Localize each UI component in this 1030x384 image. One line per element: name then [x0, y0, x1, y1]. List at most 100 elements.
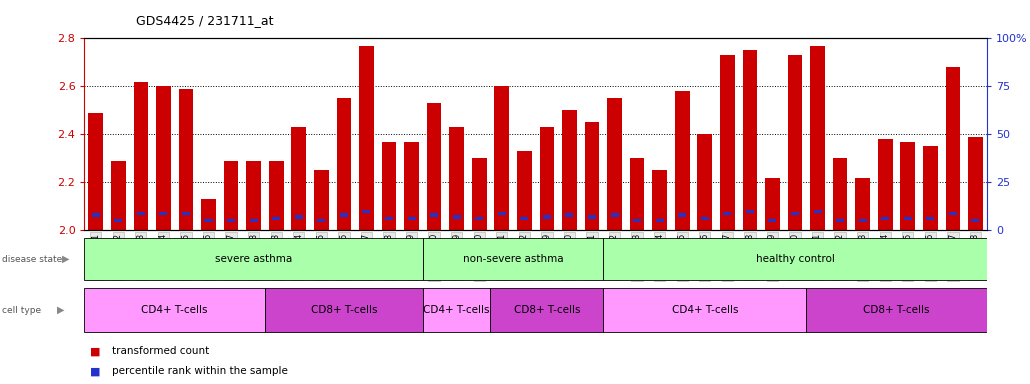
Bar [540, 127, 554, 230]
Bar [814, 210, 822, 213]
Text: CD4+ T-cells: CD4+ T-cells [672, 305, 739, 315]
FancyBboxPatch shape [84, 288, 265, 332]
Bar [811, 46, 825, 230]
Bar [224, 161, 238, 230]
Bar [588, 215, 596, 218]
Text: CD8+ T-cells: CD8+ T-cells [311, 305, 377, 315]
Bar [160, 212, 168, 215]
Text: percentile rank within the sample: percentile rank within the sample [112, 366, 288, 376]
Bar [426, 103, 442, 230]
Bar [968, 137, 983, 230]
Bar [363, 210, 371, 213]
Text: healthy control: healthy control [756, 254, 834, 264]
FancyBboxPatch shape [490, 288, 604, 332]
Bar [768, 219, 777, 222]
Text: CD4+ T-cells: CD4+ T-cells [141, 305, 208, 315]
Bar [859, 219, 866, 222]
Bar [611, 214, 619, 217]
Bar [314, 170, 329, 230]
Bar [882, 217, 889, 220]
Bar [227, 219, 235, 222]
Text: severe asthma: severe asthma [215, 254, 293, 264]
Text: ■: ■ [90, 366, 100, 376]
Text: ■: ■ [90, 346, 100, 356]
Bar [408, 217, 415, 220]
Bar [788, 55, 802, 230]
Bar [246, 161, 261, 230]
Bar [833, 159, 848, 230]
Bar [431, 214, 438, 217]
FancyBboxPatch shape [84, 238, 423, 280]
Bar [656, 219, 663, 222]
Bar [182, 212, 190, 215]
Bar [836, 219, 845, 222]
Text: disease state: disease state [2, 255, 62, 264]
Bar [295, 215, 303, 218]
Bar [949, 212, 957, 215]
Bar [359, 46, 374, 230]
Bar [249, 219, 258, 222]
Bar [543, 215, 551, 218]
Bar [946, 67, 960, 230]
Bar [404, 142, 419, 230]
Bar [449, 127, 464, 230]
Bar [475, 217, 483, 220]
Bar [923, 146, 937, 230]
FancyBboxPatch shape [604, 288, 806, 332]
Text: transformed count: transformed count [112, 346, 209, 356]
Text: CD8+ T-cells: CD8+ T-cells [514, 305, 580, 315]
Bar [791, 212, 799, 215]
FancyBboxPatch shape [423, 238, 604, 280]
Bar [340, 214, 348, 217]
Bar [497, 212, 506, 215]
Bar [317, 219, 325, 222]
Bar [700, 217, 709, 220]
Bar [494, 86, 509, 230]
Bar [675, 91, 689, 230]
Bar [562, 111, 577, 230]
Bar [269, 161, 283, 230]
FancyBboxPatch shape [604, 238, 987, 280]
Bar [971, 219, 980, 222]
Text: CD8+ T-cells: CD8+ T-cells [863, 305, 930, 315]
Bar [926, 217, 934, 220]
Text: non-severe asthma: non-severe asthma [462, 254, 563, 264]
Bar [137, 212, 145, 215]
Bar [855, 177, 870, 230]
Bar [517, 151, 531, 230]
Bar [114, 219, 123, 222]
Bar [452, 215, 460, 218]
Text: GDS4425 / 231711_at: GDS4425 / 231711_at [136, 14, 273, 27]
Text: CD4+ T-cells: CD4+ T-cells [423, 305, 490, 315]
Bar [157, 86, 171, 230]
Bar [205, 219, 212, 222]
Bar [382, 142, 397, 230]
Bar [134, 81, 148, 230]
FancyBboxPatch shape [265, 288, 423, 332]
Bar [746, 210, 754, 213]
Bar [337, 98, 351, 230]
Text: ▶: ▶ [57, 305, 64, 315]
Bar [472, 159, 486, 230]
Bar [178, 89, 194, 230]
Bar [743, 50, 757, 230]
Bar [565, 214, 574, 217]
Bar [723, 212, 731, 215]
Bar [652, 170, 667, 230]
Text: ▶: ▶ [62, 254, 69, 264]
FancyBboxPatch shape [806, 288, 987, 332]
Bar [678, 214, 686, 217]
Bar [89, 113, 103, 230]
Bar [633, 219, 641, 222]
Bar [903, 217, 912, 220]
Bar [900, 142, 915, 230]
Bar [765, 177, 780, 230]
Bar [92, 214, 100, 217]
Bar [697, 134, 712, 230]
Bar [520, 217, 528, 220]
Bar [111, 161, 126, 230]
Bar [629, 159, 645, 230]
Bar [608, 98, 622, 230]
Text: cell type: cell type [2, 306, 41, 314]
Bar [291, 127, 306, 230]
